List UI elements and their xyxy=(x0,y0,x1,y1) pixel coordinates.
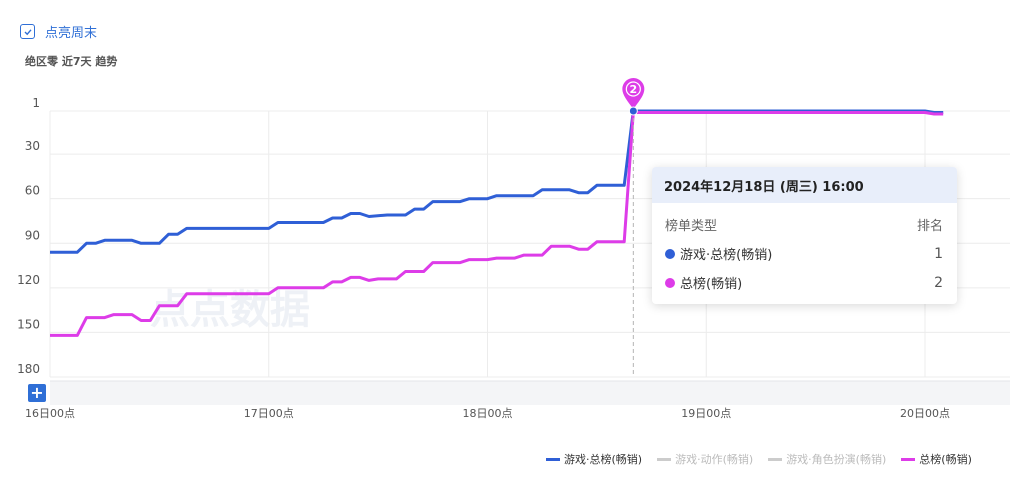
y-tick-label: 180 xyxy=(17,362,40,376)
zoom-plus-button[interactable]: + xyxy=(28,384,46,402)
y-axis-ticks: 1 30 60 90 120 150 180 xyxy=(17,96,40,376)
series-lines xyxy=(50,109,944,337)
series-dot-icon xyxy=(665,277,675,288)
zoom-slider-track[interactable] xyxy=(50,381,1010,405)
legend-swatch-icon xyxy=(768,457,783,461)
y-tick-label: 1 xyxy=(32,96,40,110)
hover-point xyxy=(628,106,638,116)
y-tick-label: 30 xyxy=(25,139,40,153)
hover-tooltip: 2024年12月18日 (周三) 16:00 榜单类型 排名 游戏·总榜(畅销)… xyxy=(652,167,957,304)
x-tick-label: 16日00点 xyxy=(25,407,75,420)
rank-pin-icon xyxy=(622,78,645,109)
y-tick-label: 90 xyxy=(25,228,40,242)
hover-marker: 2 xyxy=(622,78,645,377)
tooltip-col-rank: 排名 xyxy=(916,219,943,234)
tooltip-row: 总榜(畅销) 2 xyxy=(652,263,957,292)
x-tick-label: 20日00点 xyxy=(900,407,950,420)
legend-label: 游戏·动作(畅销) xyxy=(675,453,754,466)
tooltip-row-value: 2 xyxy=(934,274,943,291)
chart-legend: 游戏·总榜(畅销) 游戏·动作(畅销) 游戏·角色扮演(畅销) 总榜(畅销) xyxy=(546,451,987,467)
legend-label: 总榜(畅销) xyxy=(919,453,972,466)
tooltip-title: 2024年12月18日 (周三) 16:00 xyxy=(652,167,957,203)
rank-pin-label: 2 xyxy=(630,83,638,96)
tooltip-row-label: 总榜(畅销) xyxy=(680,277,743,292)
y-tick-label: 60 xyxy=(25,184,40,198)
legend-swatch-icon xyxy=(657,457,672,461)
legend-label: 游戏·总榜(畅销) xyxy=(564,453,643,466)
chart-subtitle: 绝区零 近7天 趋势 xyxy=(25,55,118,68)
legend-swatch-icon xyxy=(546,457,560,461)
series-line xyxy=(50,111,944,337)
x-tick-label: 18日00点 xyxy=(463,407,513,420)
legend-item[interactable]: 总榜(畅销) xyxy=(901,451,972,467)
legend-item[interactable]: 游戏·动作(畅销) xyxy=(657,451,753,467)
series-line xyxy=(50,109,944,254)
tooltip-col-type: 榜单类型 xyxy=(665,219,718,234)
weekend-toggle-label: 点亮周末 xyxy=(45,26,98,41)
legend-swatch-icon xyxy=(901,457,916,461)
tooltip-row-label: 游戏·总榜(畅销) xyxy=(680,248,773,263)
series-dot-icon xyxy=(665,248,675,259)
legend-item[interactable]: 游戏·总榜(畅销) xyxy=(546,451,642,467)
legend-item[interactable]: 游戏·角色扮演(畅销) xyxy=(768,451,886,467)
weekend-toggle[interactable]: 点亮周末 xyxy=(20,22,97,41)
x-tick-label: 17日00点 xyxy=(244,407,294,420)
x-tick-label: 19日00点 xyxy=(681,407,731,420)
y-tick-label: 120 xyxy=(17,273,40,287)
rank-pin-ring xyxy=(625,81,641,97)
tooltip-row-value: 1 xyxy=(934,245,943,262)
legend-label: 游戏·角色扮演(畅销) xyxy=(786,453,887,466)
checkbox-checked-icon[interactable] xyxy=(20,24,35,39)
y-tick-label: 150 xyxy=(17,317,40,331)
x-axis-ticks: 16日00点 17日00点 18日00点 19日00点 20日00点 xyxy=(25,407,950,420)
tooltip-row: 游戏·总榜(畅销) 1 xyxy=(652,234,957,263)
